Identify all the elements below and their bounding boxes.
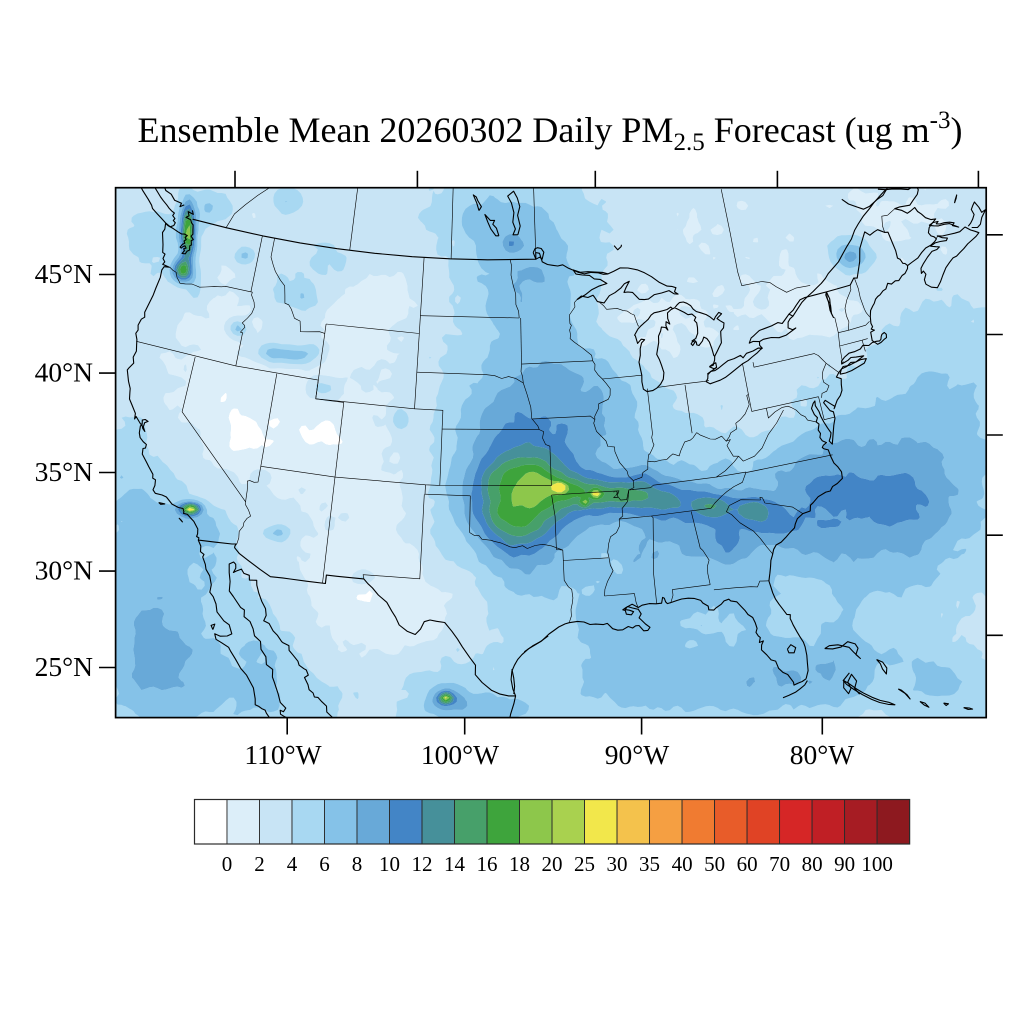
svg-text:80°W: 80°W xyxy=(790,739,854,770)
svg-text:25°N: 25°N xyxy=(35,651,93,682)
svg-text:Ensemble Mean 20260302 Daily P: Ensemble Mean 20260302 Daily PM2.5 Forec… xyxy=(138,107,963,156)
svg-text:8: 8 xyxy=(352,852,363,876)
svg-text:30: 30 xyxy=(607,852,628,876)
svg-text:18: 18 xyxy=(509,852,530,876)
svg-text:30°N: 30°N xyxy=(35,555,93,586)
svg-text:90: 90 xyxy=(834,852,855,876)
svg-text:35: 35 xyxy=(639,852,660,876)
svg-text:2: 2 xyxy=(254,852,265,876)
svg-text:6: 6 xyxy=(319,852,330,876)
svg-text:100°W: 100°W xyxy=(421,739,499,770)
svg-text:16: 16 xyxy=(477,852,498,876)
svg-text:45°N: 45°N xyxy=(35,258,93,289)
svg-text:20: 20 xyxy=(542,852,563,876)
svg-text:14: 14 xyxy=(444,852,466,876)
svg-text:4: 4 xyxy=(287,852,298,876)
svg-text:35°N: 35°N xyxy=(35,456,93,487)
svg-text:10: 10 xyxy=(379,852,400,876)
svg-text:70: 70 xyxy=(769,852,790,876)
svg-text:100: 100 xyxy=(861,852,893,876)
svg-text:90°W: 90°W xyxy=(605,739,669,770)
svg-text:0: 0 xyxy=(222,852,233,876)
svg-text:50: 50 xyxy=(704,852,725,876)
svg-text:80: 80 xyxy=(802,852,823,876)
svg-text:2: 2 xyxy=(613,489,619,501)
svg-text:25: 25 xyxy=(574,852,595,876)
svg-text:12: 12 xyxy=(412,852,433,876)
svg-text:40°N: 40°N xyxy=(35,357,93,388)
svg-text:110°W: 110°W xyxy=(244,739,321,770)
svg-text:60: 60 xyxy=(737,852,758,876)
svg-text:40: 40 xyxy=(672,852,693,876)
